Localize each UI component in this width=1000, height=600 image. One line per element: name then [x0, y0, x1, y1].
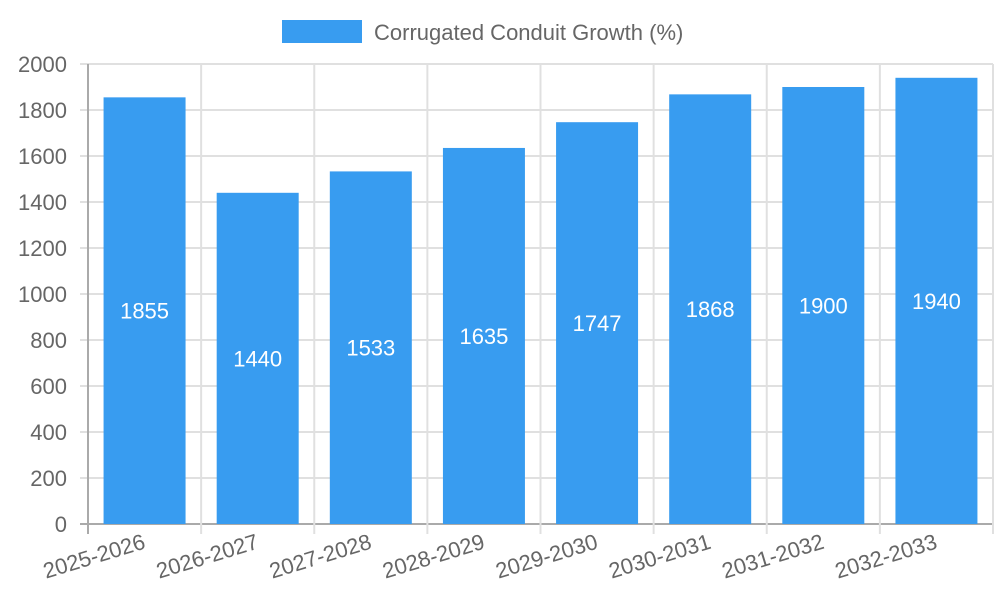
- x-tick-label: 2028-2029: [379, 529, 487, 584]
- y-axis: 0 200 400 600 800 1000 1200 1400 1600 1800 2000: [18, 52, 67, 537]
- bar: [669, 94, 752, 525]
- y-tick-label: 1600: [18, 144, 67, 169]
- bar-value-label: 1855: [120, 299, 169, 324]
- x-tick-label: 2030-2031: [606, 529, 714, 584]
- bar: [216, 192, 299, 525]
- bar: [556, 122, 639, 524]
- bar-value-label: 1868: [686, 297, 735, 322]
- x-tick-label: 2025-2026: [40, 529, 148, 584]
- bars: 1855 1440 1533 1635 1747 1868 1900 1940: [103, 77, 978, 525]
- bar-value-label: 1635: [459, 324, 508, 349]
- y-tick-label: 1200: [18, 236, 67, 261]
- y-tick-label: 600: [30, 374, 67, 399]
- y-tick-label: 1400: [18, 190, 67, 215]
- bar-value-label: 1440: [233, 346, 282, 371]
- bar: [782, 87, 865, 524]
- bar: [442, 147, 525, 524]
- bar-value-label: 1900: [799, 294, 848, 319]
- bar: [103, 97, 186, 524]
- bar: [329, 171, 412, 524]
- x-tick-label: 2031-2032: [719, 529, 827, 584]
- bar-value-label: 1940: [912, 289, 961, 314]
- x-axis: 2025-2026 2026-2027 2027-2028 2028-2029 2029…: [40, 529, 940, 584]
- y-tick-label: 1000: [18, 282, 67, 307]
- bar: [895, 77, 978, 525]
- x-tick-label: 2032-2033: [832, 529, 940, 584]
- y-tick-label: 800: [30, 328, 67, 353]
- x-tick-label: 2026-2027: [153, 529, 261, 584]
- y-tick-label: 400: [30, 420, 67, 445]
- x-tick-label: 2027-2028: [266, 529, 374, 584]
- bar-value-label: 1747: [573, 311, 622, 336]
- y-tick-label: 2000: [18, 52, 67, 77]
- y-tick-label: 1800: [18, 98, 67, 123]
- y-tick-label: 200: [30, 466, 67, 491]
- legend: Corrugated Conduit Growth (%): [282, 20, 683, 45]
- legend-label: Corrugated Conduit Growth (%): [374, 20, 683, 45]
- y-tick-label: 0: [55, 512, 67, 537]
- legend-swatch: [282, 20, 362, 43]
- bar-value-label: 1533: [346, 336, 395, 361]
- x-tick-label: 2029-2030: [493, 529, 601, 584]
